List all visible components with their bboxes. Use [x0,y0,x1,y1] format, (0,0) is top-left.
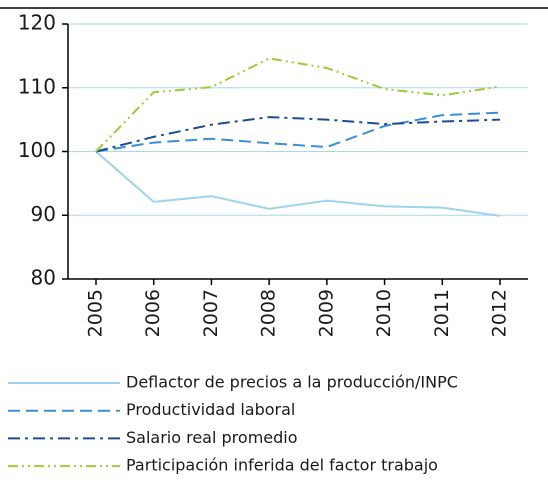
x-tick-label: 2008 [258,289,280,337]
series-line [95,150,501,217]
x-tick-label: 2012 [489,289,511,337]
series-line [95,111,501,153]
x-tick-label: 2006 [142,289,164,337]
y-tick-label: 100 [18,138,56,162]
x-tick-label: 2009 [315,289,337,337]
legend-label: Salario real promedio [126,428,298,447]
series-line [95,116,501,153]
y-tick-label: 90 [31,202,56,226]
legend-label: Productividad laboral [126,400,295,419]
y-tick-label: 120 [18,11,56,35]
legend-label: Deflactor de precios a la producción/INP… [126,373,458,392]
x-tick-label: 2007 [200,289,222,337]
y-tick-label: 80 [31,266,56,290]
x-tick-label: 2005 [85,289,107,337]
series-line [95,57,501,153]
x-tick-label: 2011 [431,289,453,337]
y-tick-label: 110 [18,74,56,98]
legend-label: Participación inferida del factor trabaj… [126,456,438,475]
x-tick-label: 2010 [373,289,395,337]
